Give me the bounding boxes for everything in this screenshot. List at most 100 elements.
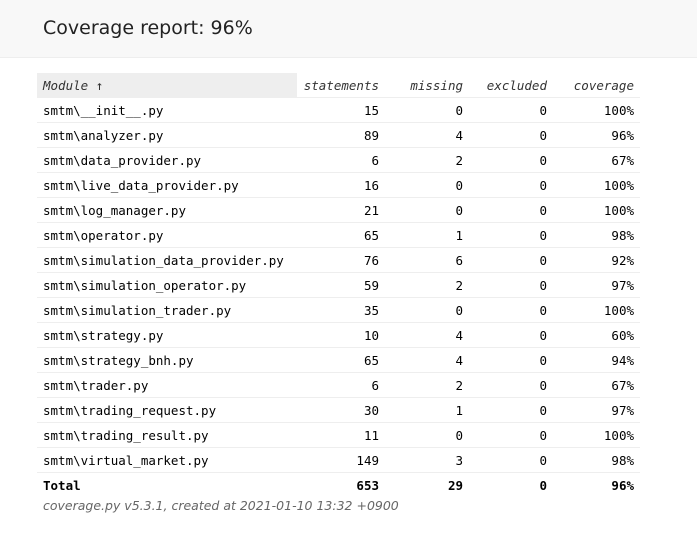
cell: 4 [385, 347, 469, 373]
table-row: smtm\trading_result.py 11 0 0 100% [37, 422, 640, 448]
cell: 6 [297, 147, 385, 173]
cell: 0 [469, 472, 553, 497]
cell: 98% [553, 222, 640, 248]
table-row: Total 653 29 0 96% [37, 472, 640, 497]
module-name: smtm\data_provider.py [37, 147, 297, 173]
table-row: smtm\virtual_market.py 149 3 0 98% [37, 447, 640, 473]
cell: 67% [553, 372, 640, 398]
cell: 0 [469, 97, 553, 123]
module-name: smtm\trading_result.py [37, 422, 297, 448]
table-row: smtm\data_provider.py 6 2 0 67% [37, 147, 640, 173]
cell: 29 [385, 472, 469, 497]
cell: 1 [385, 397, 469, 423]
cell: 0 [469, 297, 553, 323]
cell: 65 [297, 347, 385, 373]
cell: 0 [469, 172, 553, 198]
cell: 0 [469, 422, 553, 448]
cell: 98% [553, 447, 640, 473]
module-name: smtm\simulation_trader.py [37, 297, 297, 323]
cell: 0 [469, 147, 553, 173]
module-name: smtm\log_manager.py [37, 197, 297, 223]
cell: 0 [385, 172, 469, 198]
footer: coverage.py v5.3.1, created at 2021-01-1… [43, 498, 399, 513]
cell: 65 [297, 222, 385, 248]
cell: 6 [385, 247, 469, 273]
module-name: smtm\operator.py [37, 222, 297, 248]
table-row: smtm\live_data_provider.py 16 0 0 100% [37, 172, 640, 198]
table-row: smtm\log_manager.py 21 0 0 100% [37, 197, 640, 223]
cell: 0 [385, 422, 469, 448]
table-row: smtm\simulation_operator.py 59 2 0 97% [37, 272, 640, 298]
cell: 15 [297, 97, 385, 123]
cell: 0 [385, 297, 469, 323]
module-name: smtm\trading_request.py [37, 397, 297, 423]
cell: 0 [385, 97, 469, 123]
cell: 0 [469, 222, 553, 248]
title: Coverage report: 96% [43, 17, 253, 39]
cell: 653 [297, 472, 385, 497]
table-row: smtm\analyzer.py 89 4 0 96% [37, 122, 640, 148]
cell: 1 [385, 222, 469, 248]
cell: 100% [553, 97, 640, 123]
cell: 30 [297, 397, 385, 423]
cell: 2 [385, 147, 469, 173]
cell: 0 [385, 197, 469, 223]
module-name: smtm\simulation_data_provider.py [37, 247, 297, 273]
cell: 4 [385, 322, 469, 348]
column-header[interactable]: missing [410, 77, 463, 93]
module-name: Total [37, 472, 297, 497]
cell: 3 [385, 447, 469, 473]
module-name: smtm\trader.py [37, 372, 297, 398]
cell: 89 [297, 122, 385, 148]
table-row: smtm\strategy.py 10 4 0 60% [37, 322, 640, 348]
table-row: smtm\simulation_data_provider.py 76 6 0 92% [37, 247, 640, 273]
cell: 0 [469, 322, 553, 348]
cell: 0 [469, 347, 553, 373]
table-body: smtm\__init__.py 15 0 0 100% smtm\analyzer.py… [37, 97, 640, 497]
cell: 6 [297, 372, 385, 398]
column-header[interactable]: statements [303, 77, 379, 93]
cell: 149 [297, 447, 385, 473]
module-name: smtm\virtual_market.py [37, 447, 297, 473]
module-name: smtm\__init__.py [37, 97, 297, 123]
table-row: smtm\strategy_bnh.py 65 4 0 94% [37, 347, 640, 373]
cell: 100% [553, 297, 640, 323]
cell: 76 [297, 247, 385, 273]
cell: 96% [553, 472, 640, 497]
table-row: smtm\simulation_trader.py 35 0 0 100% [37, 297, 640, 323]
cell: 100% [553, 422, 640, 448]
header: Coverage report: 96% [0, 0, 697, 58]
coverage-table: Module ↑ statements missing excluded coverag… [37, 73, 640, 497]
column-header[interactable]: Module ↑ [37, 73, 297, 98]
cell: 0 [469, 397, 553, 423]
cell: 0 [469, 247, 553, 273]
cell: 96% [553, 122, 640, 148]
cell: 92% [553, 247, 640, 273]
table-row: smtm\trader.py 6 2 0 67% [37, 372, 640, 398]
cell: 2 [385, 372, 469, 398]
cell: 60% [553, 322, 640, 348]
header-row: Module ↑ statements missing excluded coverag… [37, 73, 640, 98]
cell: 0 [469, 122, 553, 148]
cell: 0 [469, 372, 553, 398]
cell: 2 [385, 272, 469, 298]
cell: 97% [553, 397, 640, 423]
table-row: smtm\operator.py 65 1 0 98% [37, 222, 640, 248]
cell: 100% [553, 172, 640, 198]
cell: 97% [553, 272, 640, 298]
cell: 35 [297, 297, 385, 323]
module-name: smtm\strategy_bnh.py [37, 347, 297, 373]
cell: 21 [297, 197, 385, 223]
module-name: smtm\simulation_operator.py [37, 272, 297, 298]
cell: 10 [297, 322, 385, 348]
cell: 0 [469, 197, 553, 223]
cell: 4 [385, 122, 469, 148]
column-header[interactable]: excluded [486, 77, 547, 93]
column-header[interactable]: coverage [573, 77, 634, 93]
cell: 100% [553, 197, 640, 223]
table-row: smtm\__init__.py 15 0 0 100% [37, 97, 640, 123]
cell: 16 [297, 172, 385, 198]
cell: 0 [469, 447, 553, 473]
module-name: smtm\analyzer.py [37, 122, 297, 148]
